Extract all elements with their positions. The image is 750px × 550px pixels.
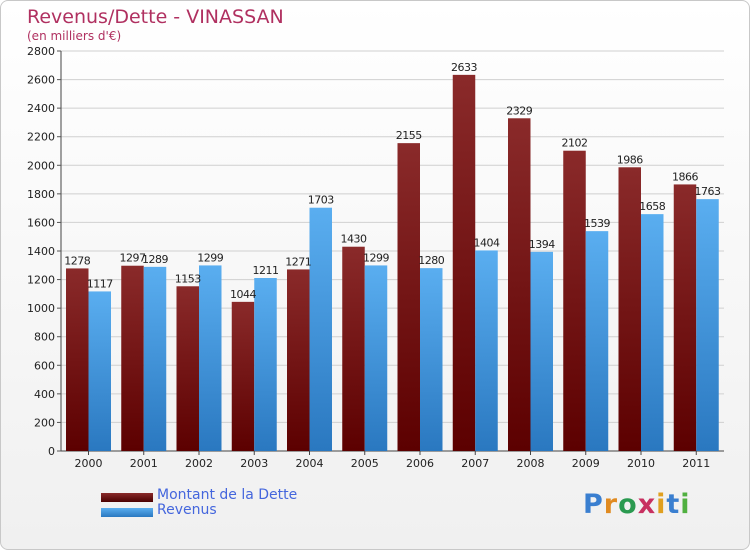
- data-label: 1658: [639, 200, 665, 213]
- y-tick-label: 1000: [27, 302, 55, 315]
- y-tick-label: 0: [48, 445, 55, 458]
- bar-dette: [121, 265, 144, 451]
- bar-dette: [176, 286, 199, 451]
- chart-title: Revenus/Dette - VINASSAN: [27, 6, 284, 28]
- data-label: 1297: [120, 252, 146, 265]
- bar-dette: [287, 269, 310, 451]
- bars: [66, 74, 719, 452]
- data-label: 1539: [584, 217, 610, 230]
- bar-revenus: [143, 266, 167, 451]
- data-label: 1763: [695, 185, 721, 198]
- data-label: 2633: [451, 61, 477, 74]
- x-tick-label: 2002: [185, 457, 213, 470]
- y-tick-label: 2400: [27, 102, 55, 115]
- bar-dette: [342, 246, 365, 451]
- proxiti-logo: Proxiti: [583, 489, 691, 520]
- data-label: 1044: [230, 288, 256, 301]
- grid-lines: [61, 50, 724, 452]
- y-tick-label: 2800: [27, 45, 55, 58]
- y-tick-label: 2600: [27, 74, 55, 87]
- data-label: 2102: [562, 137, 588, 150]
- data-label: 1703: [308, 194, 334, 207]
- y-tick-label: 1600: [27, 216, 55, 229]
- y-tick-label: 1800: [27, 188, 55, 201]
- bar-revenus: [530, 251, 553, 451]
- x-tick-label: 2009: [572, 457, 600, 470]
- data-label: 1430: [341, 233, 367, 246]
- bar-revenus: [309, 207, 332, 451]
- bar-revenus: [585, 231, 609, 451]
- x-tick-label: 2005: [351, 457, 379, 470]
- y-tick-label: 800: [34, 331, 55, 344]
- data-label: 1866: [672, 170, 698, 183]
- data-label: 1117: [87, 277, 113, 290]
- x-tick-label: 2006: [406, 457, 434, 470]
- data-label: 1299: [197, 251, 223, 264]
- bar-dette: [618, 167, 641, 452]
- x-tick-label: 2007: [461, 457, 489, 470]
- bar-dette: [563, 150, 586, 451]
- bar-dette: [508, 118, 531, 452]
- x-tick-label: 2004: [296, 457, 324, 470]
- x-tick-label: 2001: [130, 457, 158, 470]
- bar-revenus: [641, 214, 664, 451]
- bar-revenus: [364, 265, 388, 451]
- legend-label-dette: Montant de la Dette: [157, 487, 298, 503]
- x-tick-label: 2008: [517, 457, 545, 470]
- bar-dette: [673, 184, 697, 451]
- data-label: 1278: [64, 254, 90, 267]
- y-tick-label: 600: [34, 359, 55, 372]
- data-label: 1211: [253, 264, 279, 277]
- y-tick-label: 1400: [27, 245, 55, 258]
- data-label: 2155: [396, 129, 422, 142]
- legend-label-revenus: Revenus: [157, 502, 217, 518]
- data-label: 1289: [142, 253, 168, 266]
- y-tick-label: 1200: [27, 274, 55, 287]
- bar-revenus: [475, 250, 498, 451]
- data-label: 1153: [175, 272, 201, 285]
- data-label: 1986: [617, 153, 643, 166]
- data-label: 1280: [418, 254, 444, 267]
- x-tick-label: 2011: [682, 457, 710, 470]
- legend-swatch-revenus: [101, 508, 153, 517]
- legend-swatch-dette: [101, 493, 153, 502]
- bar-revenus: [199, 265, 222, 451]
- data-label: 1299: [363, 251, 389, 264]
- chart-subtitle: (en milliers d'€): [27, 29, 122, 43]
- bar-revenus: [696, 199, 719, 451]
- bar-dette: [231, 301, 255, 451]
- x-tick-label: 2000: [75, 457, 103, 470]
- bar-revenus: [254, 278, 277, 451]
- bar-revenus: [420, 268, 443, 451]
- bar-dette: [452, 74, 476, 451]
- data-label: 2329: [506, 104, 532, 117]
- y-tick-label: 200: [34, 416, 55, 429]
- y-tick-labels: 0 200 400 600 800 1000 1200 1400 1600 1800 2000 220…: [27, 45, 61, 458]
- bar-dette: [66, 268, 89, 451]
- data-label: 1404: [474, 236, 500, 249]
- data-label: 1271: [285, 255, 311, 268]
- x-tick-label: 2010: [627, 457, 655, 470]
- y-tick-label: 400: [34, 388, 55, 401]
- data-label: 1394: [529, 238, 555, 251]
- y-tick-label: 2200: [27, 131, 55, 144]
- x-tick-label: 2003: [240, 457, 268, 470]
- y-tick-label: 2000: [27, 159, 55, 172]
- x-tick-labels: 2000 2001 2002 2003 2004 2005 2006 2007 2008 2009…: [75, 451, 710, 470]
- bar-dette: [397, 143, 420, 451]
- bar-revenus: [88, 291, 111, 451]
